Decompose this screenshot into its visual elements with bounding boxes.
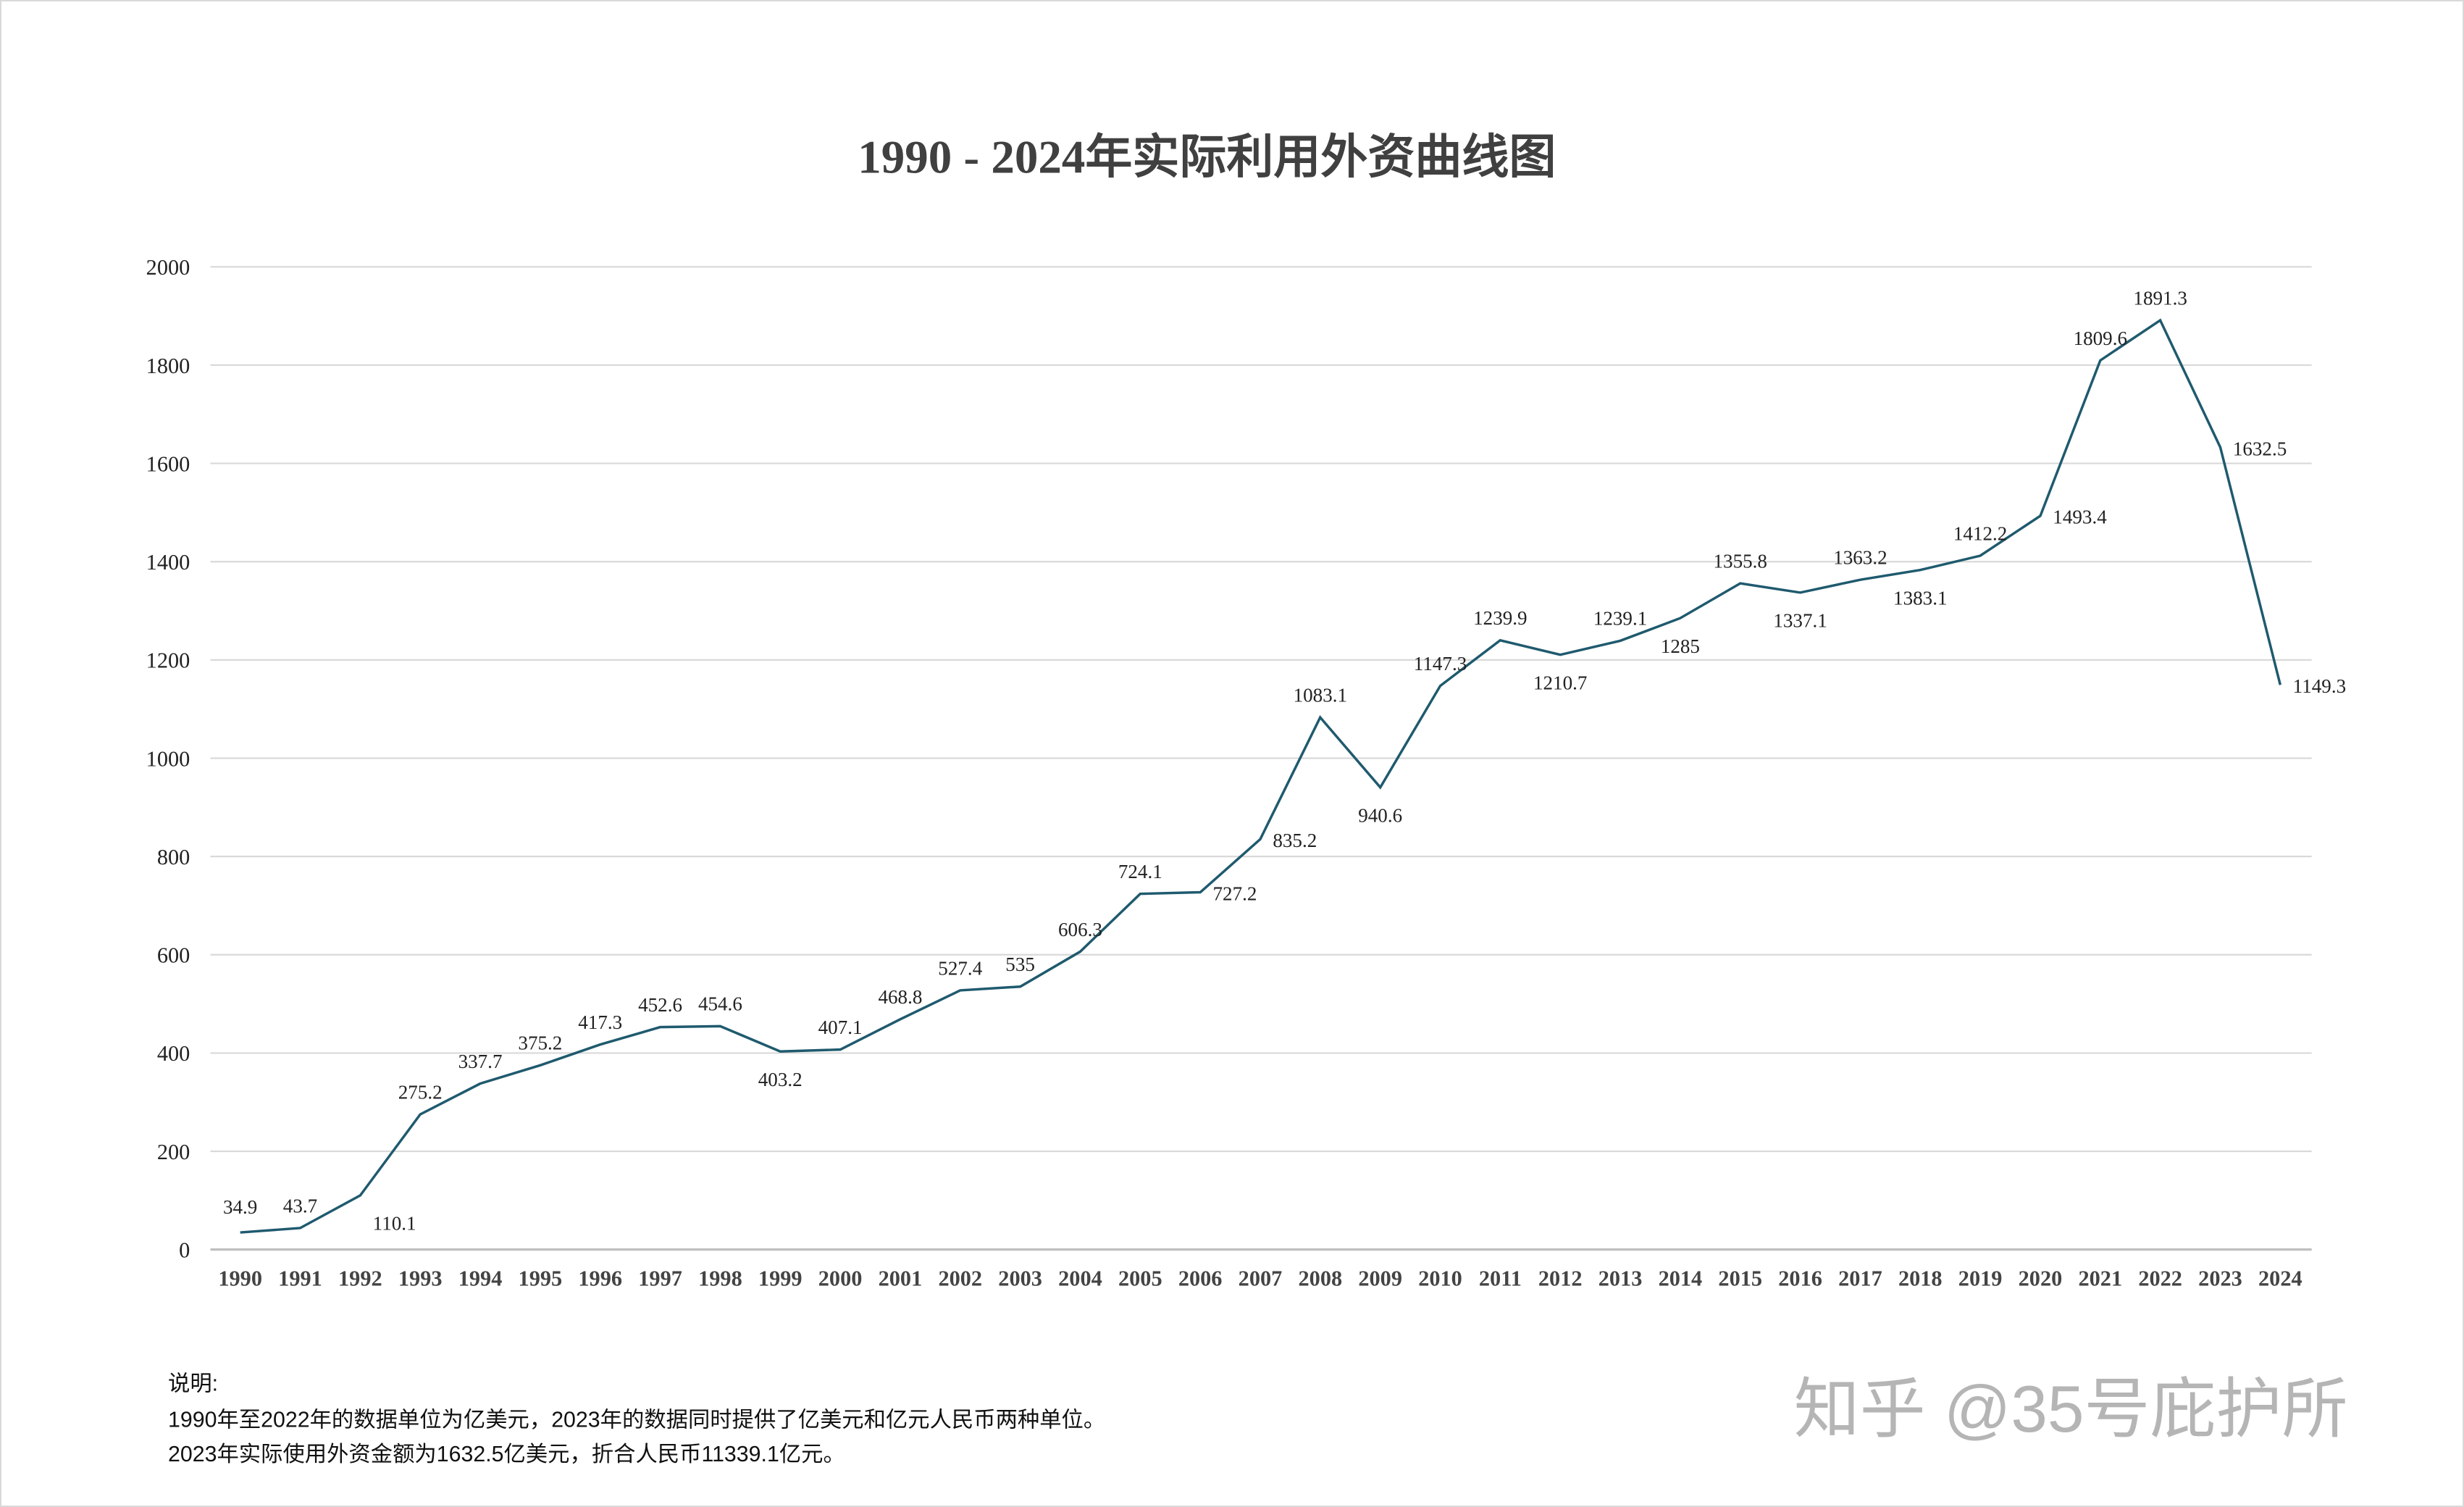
data-label: 527.4 [938,957,982,979]
x-tick-label: 2023 [2198,1266,2242,1291]
data-label: 1147.3 [1414,653,1467,675]
y-tick-label: 1800 [146,354,190,378]
x-tick-label: 2008 [1299,1266,1343,1291]
data-label: 724.1 [1118,861,1162,882]
x-tick-label: 1995 [519,1266,563,1291]
y-tick-label: 1200 [146,648,190,673]
notes-line-1: 1990年至2022年的数据单位为亿美元，2023年的数据同时提供了亿美元和亿元… [168,1408,1105,1432]
x-tick-label: 2013 [1598,1266,1643,1291]
x-tick-label: 2017 [1838,1266,1882,1291]
x-tick-label: 2014 [1659,1266,1703,1291]
data-label: 1239.1 [1593,608,1647,630]
y-tick-label: 400 [157,1041,190,1066]
data-label: 337.7 [458,1051,503,1072]
x-tick-label: 1997 [638,1266,682,1291]
x-tick-label: 2001 [879,1266,923,1291]
y-tick-label: 800 [157,845,190,869]
data-label: 1210.7 [1533,672,1587,693]
data-label: 417.3 [578,1011,622,1033]
data-label: 1891.3 [2133,287,2187,309]
series-line [240,318,2282,1234]
y-tick-label: 200 [157,1140,190,1164]
data-label: 34.9 [223,1196,257,1218]
x-tick-label: 2022 [2138,1266,2182,1291]
x-tick-label: 2000 [818,1266,863,1291]
data-label: 1493.4 [2053,506,2107,528]
x-tick-label: 2019 [1958,1266,2003,1291]
data-label: 727.2 [1212,882,1257,904]
data-label: 835.2 [1273,830,1317,851]
x-tick-label: 2015 [1718,1266,1762,1291]
x-tick-label: 2021 [2078,1266,2122,1291]
x-tick-label: 2009 [1358,1266,1402,1291]
x-tick-label: 1998 [698,1266,742,1291]
data-label: 940.6 [1358,804,1402,826]
y-tick-label: 1400 [146,550,190,575]
x-tick-label: 2020 [2019,1266,2063,1291]
data-label: 407.1 [818,1017,863,1038]
data-label: 1809.6 [2074,327,2127,349]
x-tick-label: 2003 [998,1266,1042,1291]
data-label: 1083.1 [1294,684,1347,706]
chart-title: 1990 - 2024年实际利用外资曲线图 [858,131,1556,183]
y-tick-label: 1000 [146,746,190,771]
data-label: 375.2 [518,1032,562,1054]
x-tick-label: 2006 [1178,1266,1223,1291]
x-tick-label: 2018 [1898,1266,1943,1291]
x-tick-label: 2002 [938,1266,982,1291]
x-tick-label: 1996 [578,1266,622,1291]
x-tick-label: 1990 [218,1266,262,1291]
y-tick-label: 600 [157,943,190,968]
notes-heading: 说明: [168,1372,218,1396]
x-tick-label: 2012 [1538,1266,1583,1291]
data-label: 403.2 [758,1069,803,1090]
x-tick-label: 2004 [1058,1266,1102,1291]
x-tick-label: 1992 [338,1266,382,1291]
data-label: 1337.1 [1773,610,1827,632]
data-label: 1355.8 [1714,551,1767,572]
y-tick-label: 1600 [146,451,190,476]
data-label: 1383.1 [1893,587,1947,609]
x-tick-label: 2016 [1778,1266,1822,1291]
x-tick-label: 2011 [1479,1266,1522,1291]
data-label: 275.2 [398,1081,443,1103]
data-label: 1412.2 [1953,522,2007,544]
data-label: 110.1 [373,1213,416,1235]
data-label: 606.3 [1058,919,1102,940]
data-label: 454.6 [698,993,742,1015]
x-tick-label: 2024 [2258,1266,2302,1291]
x-tick-label: 2010 [1418,1266,1462,1291]
notes-line-2: 2023年实际使用外资金额为1632.5亿美元，折合人民币11339.1亿元。 [168,1442,845,1466]
x-tick-label: 2007 [1239,1266,1283,1291]
x-tick-label: 1991 [278,1266,322,1291]
data-label: 43.7 [283,1195,317,1216]
data-label: 1363.2 [1833,547,1887,569]
data-label: 535 [1005,953,1035,975]
data-label: 452.6 [638,994,682,1016]
data-label: 1239.9 [1473,607,1527,629]
watermark: 知乎 @35号庇护所 [1794,1373,2348,1446]
data-label: 1632.5 [2233,438,2287,459]
x-tick-label: 1994 [458,1266,503,1291]
x-tick-label: 1999 [758,1266,803,1291]
y-tick-label: 2000 [146,255,190,280]
data-label: 1285 [1661,635,1700,657]
y-tick-label: 0 [179,1238,190,1263]
data-label: 1149.3 [2293,675,2346,697]
x-tick-label: 1993 [398,1266,443,1291]
data-label: 468.8 [878,986,922,1008]
x-tick-label: 2005 [1118,1266,1162,1291]
